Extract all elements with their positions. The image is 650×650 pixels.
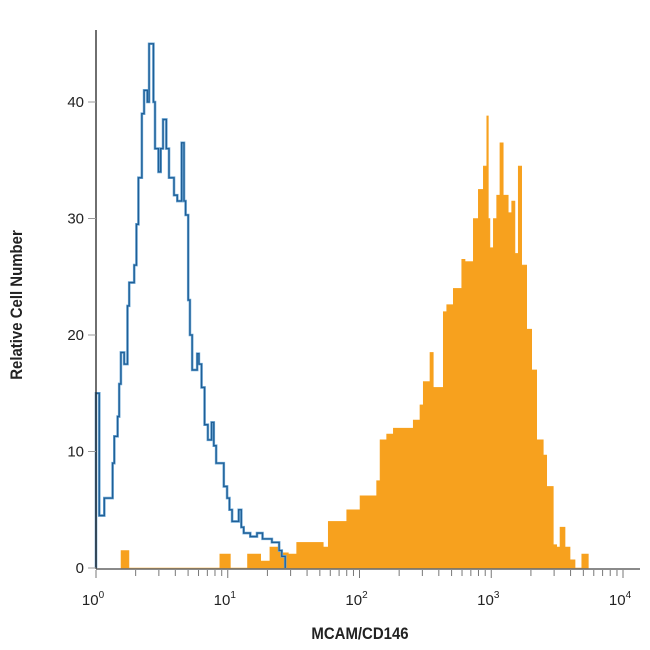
x-tick-base: 10 xyxy=(345,592,362,609)
axes xyxy=(95,30,640,570)
y-tick-label: 0 xyxy=(76,560,84,577)
isotype-histogram-glow xyxy=(94,42,287,568)
x-tick-exponent: 3 xyxy=(494,590,500,601)
x-tick-exponent: 0 xyxy=(99,590,105,601)
y-tick-label: 30 xyxy=(67,211,84,228)
y-axis-title: Relative Cell Number xyxy=(8,230,26,380)
y-tick-label: 10 xyxy=(67,444,84,461)
x-tick-label: 102 xyxy=(345,590,368,609)
x-tick-base: 10 xyxy=(214,592,231,609)
x-tick-base: 10 xyxy=(477,592,494,609)
x-tick-exponent: 1 xyxy=(230,590,236,601)
x-axis-title: MCAM/CD146 xyxy=(311,625,408,643)
y-tick-label: 40 xyxy=(67,94,84,111)
x-tick-base: 10 xyxy=(82,592,99,609)
x-tick-label: 104 xyxy=(609,590,632,609)
x-tick-exponent: 2 xyxy=(362,590,368,601)
x-tick-label: 100 xyxy=(82,590,105,609)
x-tick-label: 101 xyxy=(214,590,237,609)
stained-histogram-fill xyxy=(120,115,589,569)
x-tick-exponent: 4 xyxy=(626,590,632,601)
x-tick-label: 103 xyxy=(477,590,500,609)
isotype-histogram-line xyxy=(95,43,286,568)
x-tick-base: 10 xyxy=(609,592,626,609)
series-layer xyxy=(94,42,589,569)
y-tick-label: 20 xyxy=(67,327,84,344)
